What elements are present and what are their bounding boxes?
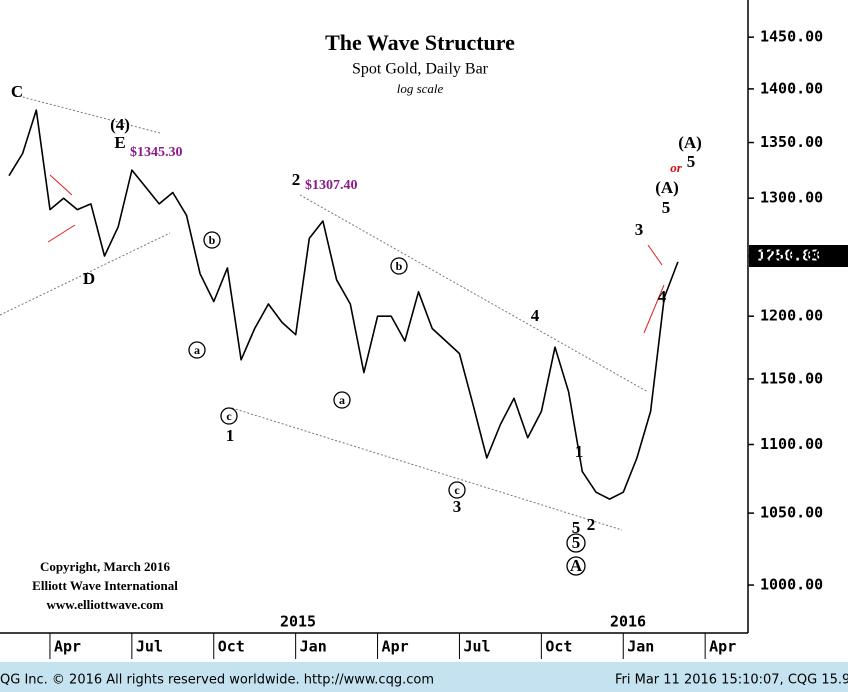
y-tick-label: 1100.00 [760,435,823,453]
wave-label: 3 [453,497,462,516]
wave-circle [220,407,238,425]
wave-label: A [570,556,583,575]
wave-circle [390,257,408,275]
y-tick-label: 1350.00 [760,133,823,151]
wave-label: (A) [655,178,679,197]
x-tick-label: Jul [463,638,490,656]
x-tick-label: Jan [300,638,327,656]
x-tick-label: Apr [382,638,409,656]
y-tick-label: 1200.00 [760,307,823,325]
wave-label: E [114,133,125,152]
wave-label: a [339,393,345,407]
chart-subtitle: Spot Gold, Daily Bar [352,61,489,78]
copyright: www.elliottwave.com [47,597,164,612]
last-price-box [749,245,848,267]
y-tick-label: 1400.00 [760,79,823,97]
wave-label: (4) [110,115,130,134]
guide-line [643,284,665,334]
wave-label: 2 [587,515,596,534]
wave-label: (A) [678,133,702,152]
x-tick-label: Apr [709,638,736,656]
wave-label: C [11,82,23,101]
channel-line [299,194,649,393]
y-tick-label: 1150.00 [760,369,823,387]
x-tick-label: Oct [545,638,572,656]
wave-circle [566,533,586,553]
wave-label: b [209,233,216,247]
wave-label: 5 [572,533,581,552]
price-note: $1345.30 [130,145,183,160]
wave-label: or [670,160,683,175]
wave-label: b [396,259,403,273]
wave-circle [333,391,351,409]
year-label: 2015 [280,613,316,631]
last-price: 1250.83 [757,247,820,265]
y-tick-label: 1300.00 [760,189,823,207]
wave-label: 2 [292,170,301,189]
wave-label: 1 [226,426,235,445]
footer-bar [0,662,848,692]
guide-line [647,244,663,266]
wave-label: 1 [575,442,584,461]
channel-line [231,407,623,531]
channel-lines [0,94,649,531]
guide-line [49,174,73,196]
copyright: Elliott Wave International [32,578,178,593]
price-line [8,109,679,500]
red-guides [47,174,665,334]
wave-label: D [83,269,95,288]
wave-label: 5 [662,198,671,217]
x-tick-label: Oct [218,638,245,656]
wave-label: a [194,343,200,357]
wave-circle [448,481,466,499]
guide-line [47,224,76,243]
y-tick-label: 1450.00 [760,28,823,46]
wave-label: 4 [531,306,540,325]
x-tick-label: Jul [136,638,163,656]
scale-note: log scale [397,81,444,96]
wave-label: c [454,483,460,497]
y-tick-label: 1000.00 [760,576,823,594]
footer-left: QG Inc. © 2016 All rights reserved world… [0,673,434,688]
x-tick-label: Jan [627,638,654,656]
wave-label: c [226,409,232,423]
channel-line [0,232,171,316]
x-tick-label: Apr [54,638,81,656]
channel-line [14,94,161,134]
copyright: Copyright, March 2016 [40,559,171,574]
wave-label: 5 [687,152,696,171]
chart-title: The Wave Structure [325,30,515,55]
wave-label: 4 [658,287,667,306]
wave-circle [188,341,206,359]
y-tick-label: 1250.00 [760,247,823,265]
year-label: 2016 [610,613,646,631]
wave-label: 3 [635,220,644,239]
wave-label: 5 [572,518,581,537]
y-tick-label: 1050.00 [760,504,823,522]
price-note: $1307.40 [305,178,358,193]
wave-circle [203,231,221,249]
footer-right: Fri Mar 11 2016 15:10:07, CQG 15.982 [615,673,848,688]
wave-circle [566,556,586,576]
